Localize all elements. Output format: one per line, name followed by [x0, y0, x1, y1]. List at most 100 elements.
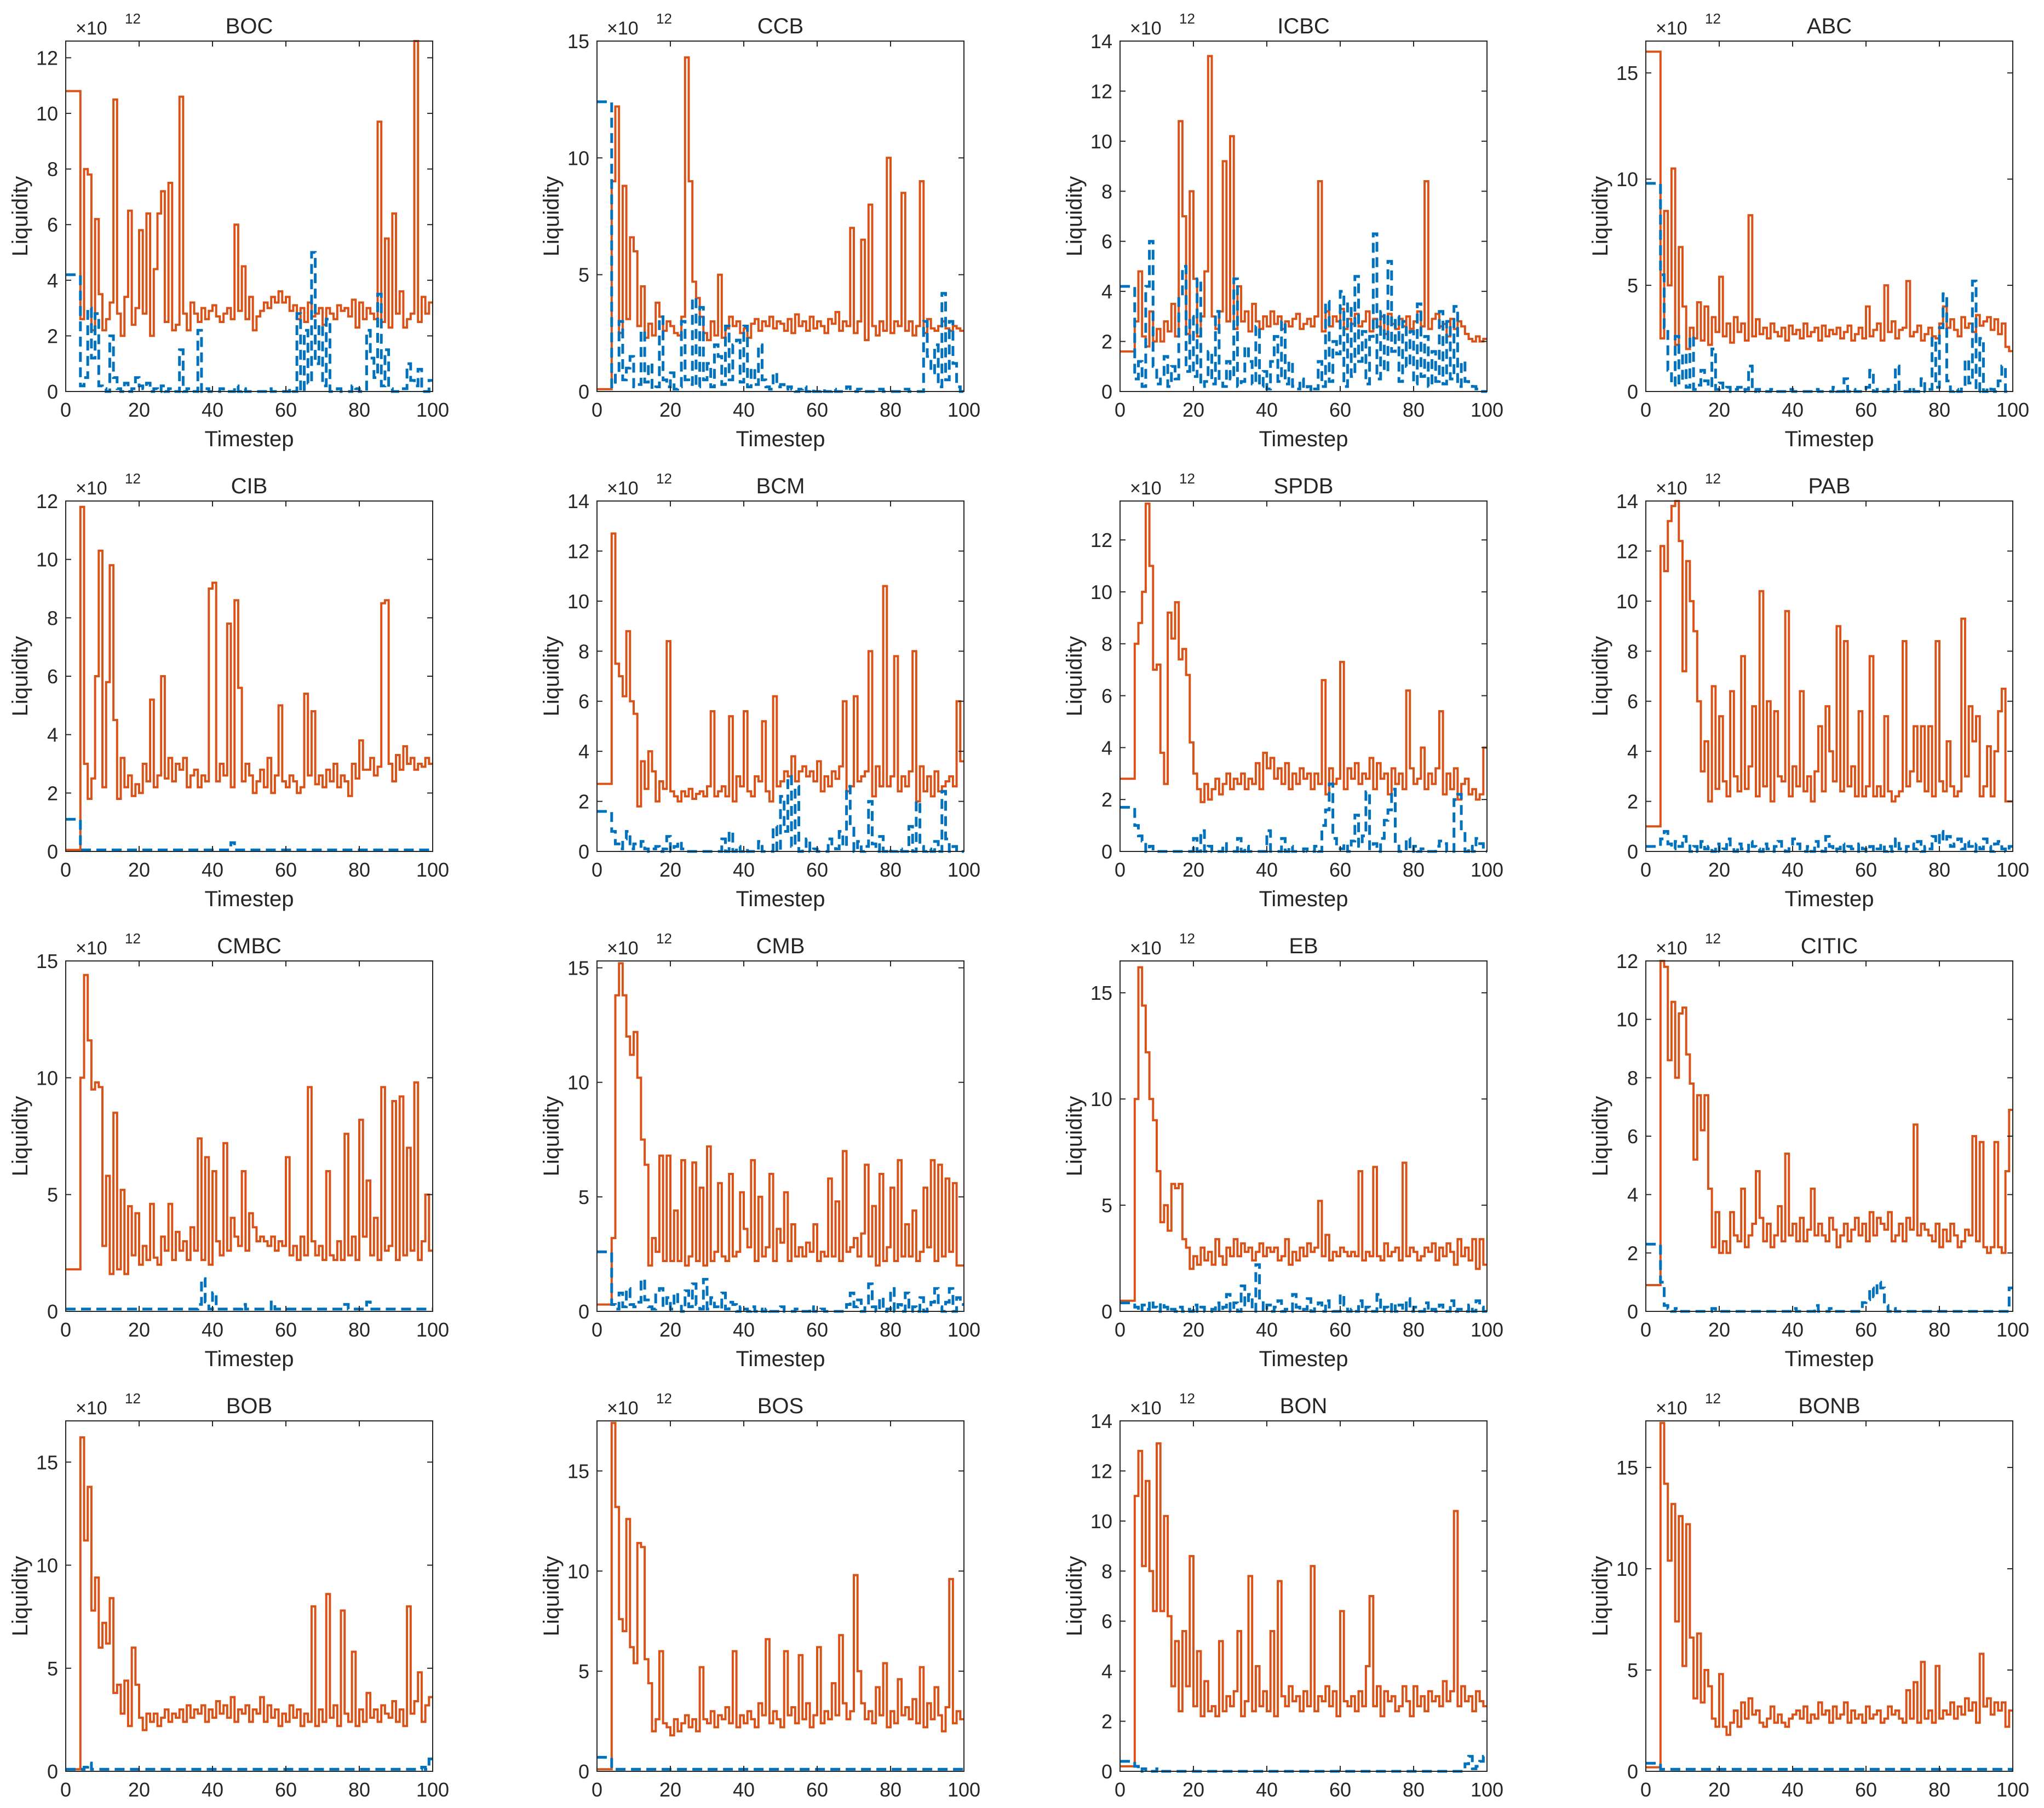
y-tick-label: 8: [1627, 1067, 1638, 1089]
x-tick-label: 0: [592, 1778, 602, 1801]
x-tick-label: 0: [592, 859, 602, 881]
y-exponent-base: ×10: [1656, 18, 1687, 39]
x-axis-label: Timestep: [1259, 1347, 1348, 1371]
y-exponent-power: 12: [125, 10, 141, 27]
x-axis-label: Timestep: [204, 887, 294, 911]
y-tick-label: 0: [578, 381, 589, 403]
y-tick-label: 12: [36, 490, 58, 513]
y-exponent-power: 12: [125, 470, 141, 487]
chart-title: CITIC: [1801, 934, 1858, 958]
x-tick-label: 60: [275, 399, 297, 421]
x-tick-label: 100: [1996, 1778, 2029, 1801]
x-tick-label: 20: [1708, 1318, 1730, 1341]
x-tick-label: 20: [1182, 1318, 1204, 1341]
y-tick-label: 12: [1090, 529, 1112, 551]
x-tick-label: 60: [806, 399, 828, 421]
x-tick-label: 40: [1782, 1778, 1804, 1801]
axes-frame: [596, 1420, 964, 1772]
y-tick-label: 6: [1101, 685, 1112, 707]
chart-title: SPDB: [1274, 474, 1334, 498]
plot-area: [65, 500, 433, 852]
series-orange-line: [66, 974, 433, 1275]
x-tick-label: 100: [1471, 859, 1503, 881]
series-blue-line: [1646, 182, 2013, 393]
plot-area: [1645, 500, 2013, 852]
y-tick-label: 0: [1627, 381, 1638, 403]
y-tick-label: 2: [47, 782, 58, 804]
plot-area: [596, 41, 964, 392]
panel-bcm: 0 20 40 60 80 100 0 2 4 6 8 10 12 14 BCM ×10 12 Timestep L…: [539, 470, 980, 911]
x-tick-label: 0: [60, 399, 71, 421]
y-tick-label: 0: [1627, 840, 1638, 863]
y-exponent-power: 12: [1179, 470, 1195, 487]
x-tick-label: 60: [806, 1318, 828, 1341]
x-tick-label: 60: [806, 1778, 828, 1801]
x-tick-label: 80: [348, 1318, 370, 1341]
x-tick-label: 20: [128, 859, 150, 881]
x-tick-label: 40: [1256, 1318, 1278, 1341]
panel-boc: 0 20 40 60 80 100 0 2 4 6 8 10 12 BOC ×10 12 Timestep Liq…: [8, 10, 449, 451]
y-tick-label: 0: [578, 1300, 589, 1323]
y-axis-label: Liquidity: [1588, 176, 1612, 257]
x-axis-label: Timestep: [736, 1347, 825, 1371]
y-exponent-base: ×10: [607, 1398, 639, 1419]
panel-icbc: 0 20 40 60 80 100 0 2 4 6 8 10 12 14 ICBC ×10 12 Timestep…: [1063, 10, 1503, 451]
y-tick-label: 6: [578, 690, 589, 713]
y-exponent-base: ×10: [1130, 478, 1162, 499]
series-blue-line: [1120, 1263, 1487, 1313]
y-tick-label: 10: [567, 147, 589, 169]
y-tick-label: 0: [1101, 840, 1112, 863]
x-tick-label: 0: [60, 1778, 71, 1801]
y-tick-label: 14: [1090, 30, 1112, 53]
panel-eb: 0 20 40 60 80 100 0 5 10 15 EB ×10 12 Timestep Liquidi…: [1063, 930, 1503, 1371]
y-tick-label: 5: [47, 1184, 58, 1206]
plot-area: [596, 500, 964, 852]
y-exponent-base: ×10: [607, 478, 639, 499]
x-axis-label: Timestep: [1259, 1807, 1348, 1808]
y-tick-label: 0: [47, 381, 58, 403]
series-orange-line: [1646, 50, 2013, 353]
y-tick-label: 0: [1101, 1760, 1112, 1783]
x-tick-label: 0: [592, 399, 602, 421]
x-tick-label: 20: [128, 1318, 150, 1341]
x-tick-label: 0: [592, 1318, 602, 1341]
y-tick-label: 4: [1101, 736, 1112, 759]
y-exponent-base: ×10: [1656, 1398, 1687, 1419]
y-tick-label: 0: [578, 840, 589, 863]
x-tick-label: 100: [948, 1778, 980, 1801]
chart-title: EB: [1289, 934, 1318, 958]
x-axis-label: Timestep: [1259, 427, 1348, 451]
x-tick-label: 0: [1640, 399, 1651, 421]
chart-title: ICBC: [1277, 14, 1330, 38]
y-tick-label: 8: [1627, 640, 1638, 663]
y-tick-label: 12: [1090, 1460, 1112, 1482]
x-tick-label: 80: [348, 399, 370, 421]
panel-cmbc: 0 20 40 60 80 100 0 5 10 15 CMBC ×10 12 Timestep Liqui…: [8, 930, 449, 1371]
y-exponent-power: 12: [1705, 930, 1721, 947]
y-tick-label: 6: [47, 214, 58, 236]
y-tick-label: 2: [1101, 788, 1112, 811]
y-tick-label: 10: [567, 1560, 589, 1582]
x-tick-label: 100: [416, 1778, 449, 1801]
y-tick-label: 4: [1627, 740, 1638, 763]
y-tick-label: 10: [1616, 168, 1638, 191]
series-blue-line: [1120, 232, 1487, 393]
y-exponent-base: ×10: [76, 938, 107, 959]
y-tick-label: 4: [47, 724, 58, 746]
x-tick-label: 60: [275, 859, 297, 881]
y-tick-label: 14: [567, 490, 589, 513]
chart-title: BCM: [756, 474, 805, 498]
y-tick-label: 0: [47, 840, 58, 863]
chart-title: ABC: [1807, 14, 1852, 38]
x-tick-label: 20: [659, 399, 681, 421]
x-tick-label: 40: [202, 1318, 223, 1341]
panel-bonb: 0 20 40 60 80 100 0 5 10 15 BONB ×10 12 Timestep Liqui…: [1588, 1390, 2029, 1808]
x-tick-label: 80: [1403, 399, 1425, 421]
y-tick-label: 6: [1627, 690, 1638, 713]
x-tick-label: 0: [1640, 859, 1651, 881]
chart-title: BONB: [1798, 1394, 1860, 1418]
y-tick-label: 2: [1101, 331, 1112, 353]
x-tick-label: 40: [1256, 1778, 1278, 1801]
x-tick-label: 100: [948, 399, 980, 421]
axes-frame: [596, 960, 964, 1312]
